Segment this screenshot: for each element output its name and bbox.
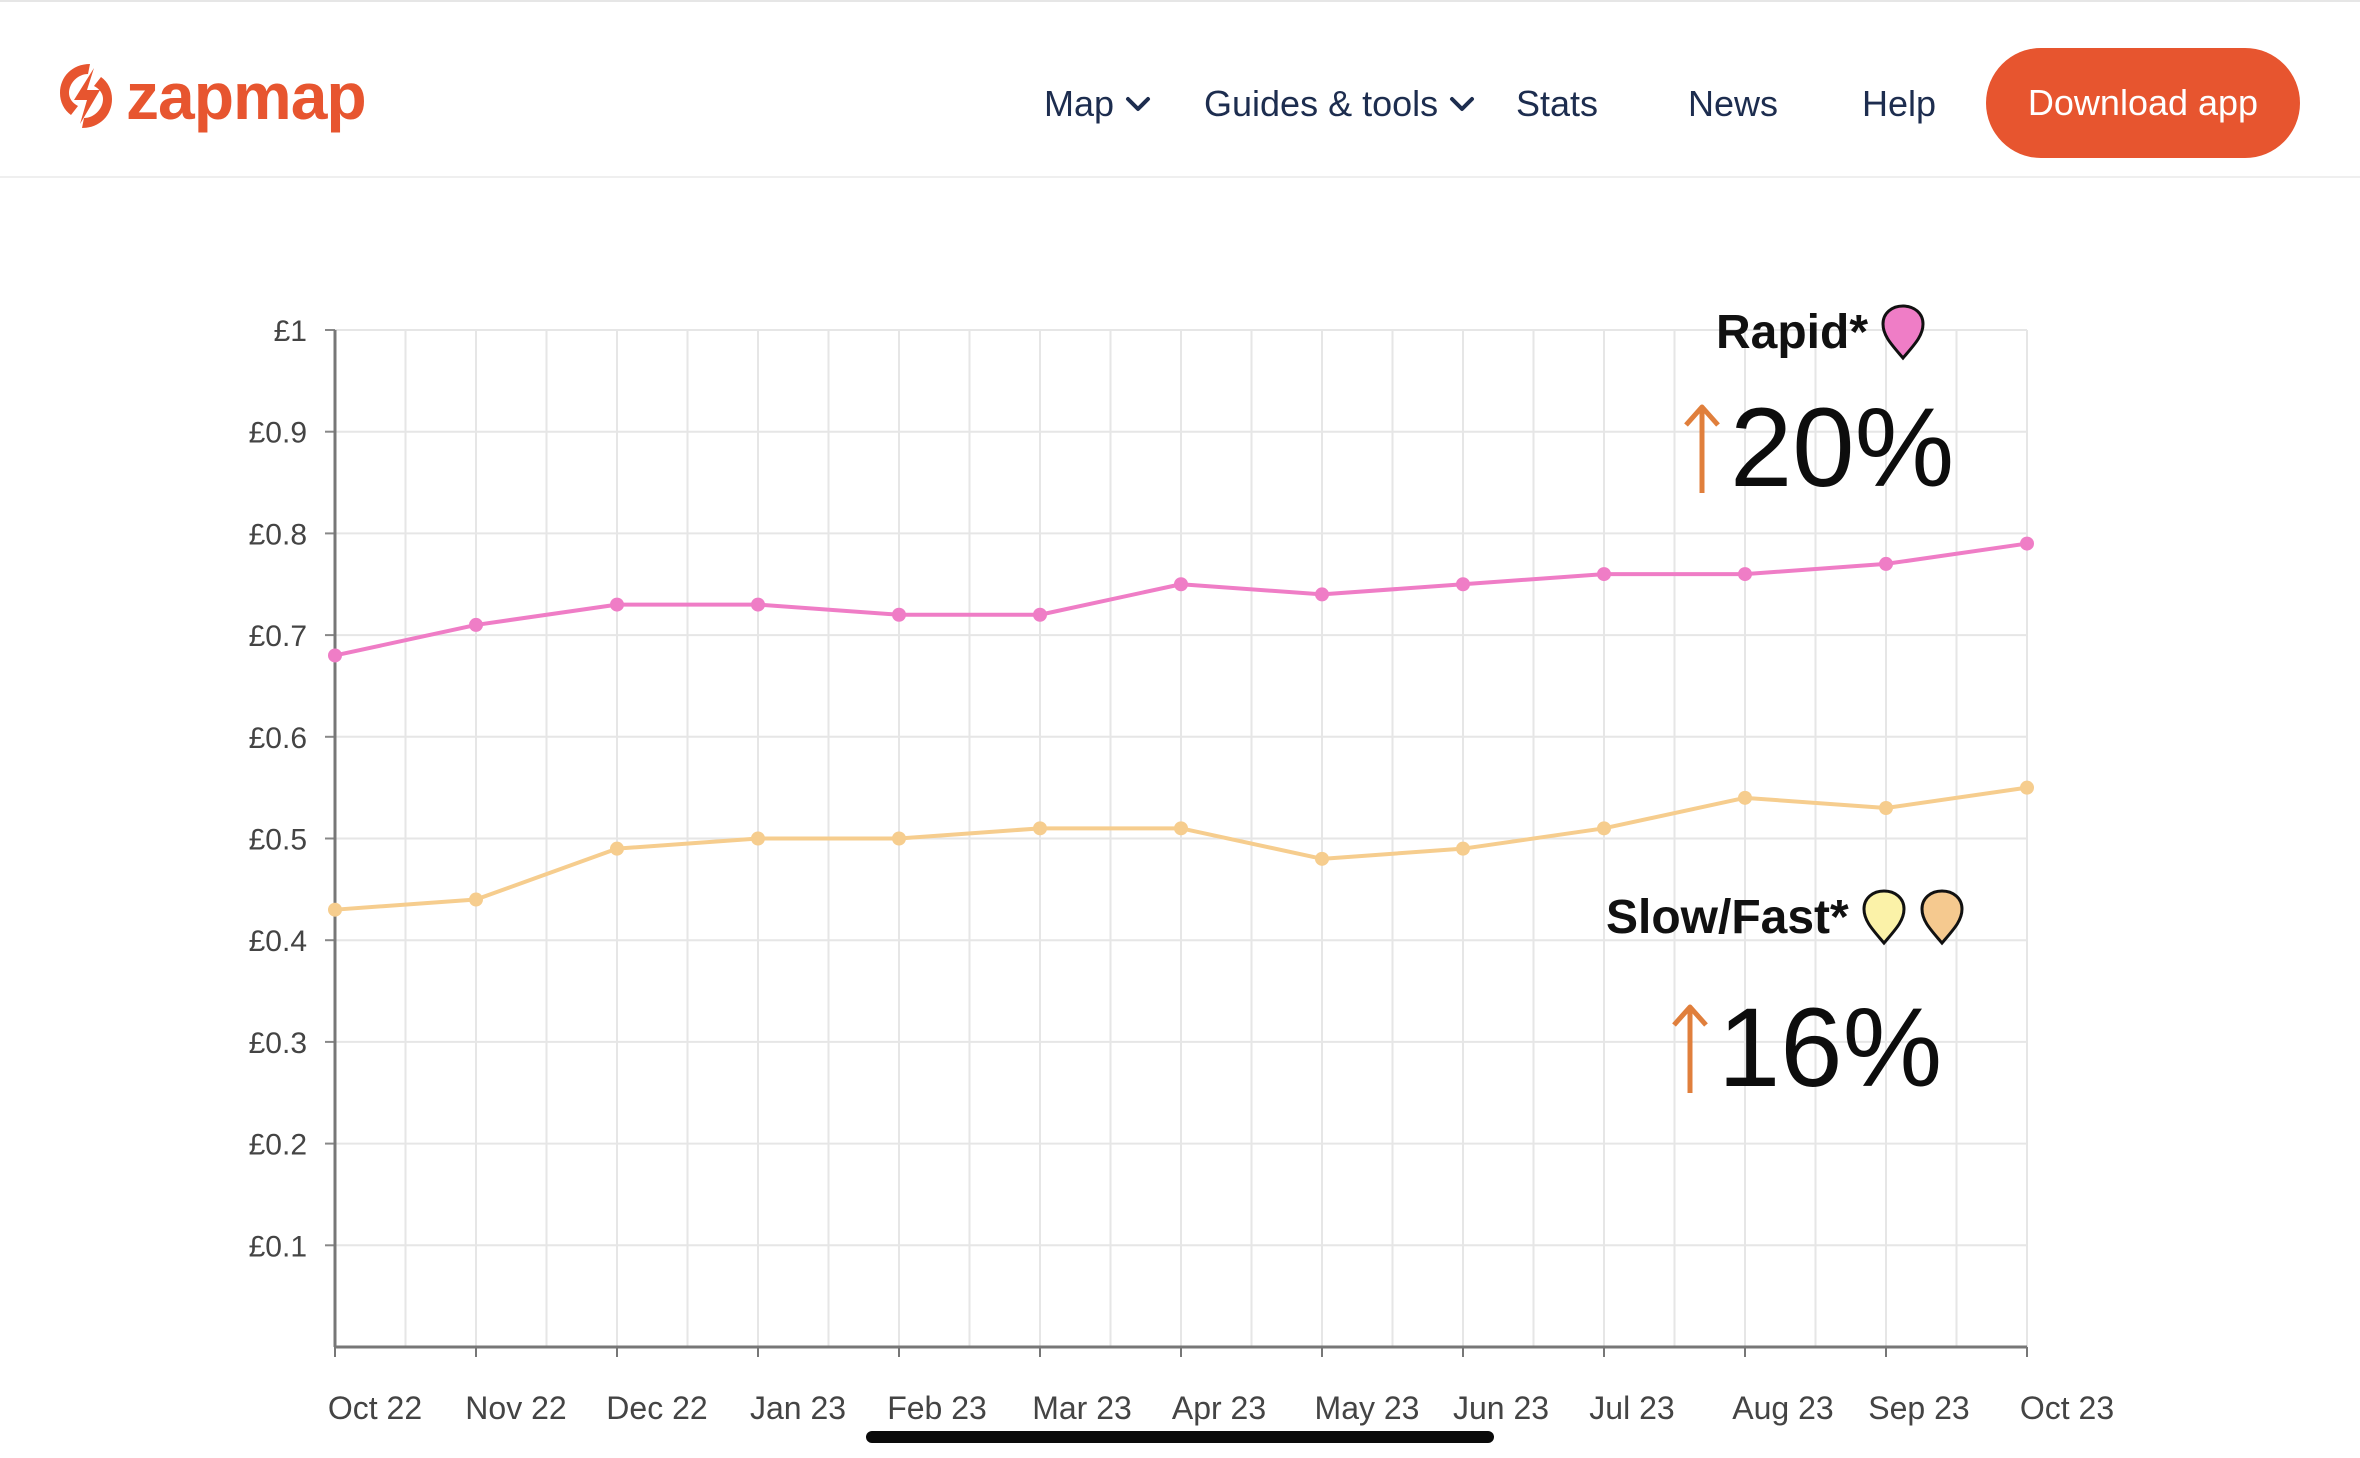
data-point-rapid xyxy=(892,607,906,622)
data-point-rapid xyxy=(751,597,765,612)
data-point-rapid xyxy=(1456,577,1470,592)
data-point-slow-fast xyxy=(610,841,624,856)
data-point-rapid xyxy=(1315,587,1329,602)
logo-text: zapmap xyxy=(126,59,367,133)
x-tick-label: Jan 23 xyxy=(750,1390,846,1426)
slow-fast-label: Slow/Fast* xyxy=(1606,890,1849,944)
rapid-change: 20% xyxy=(1682,392,1954,504)
data-point-slow-fast xyxy=(2020,780,2034,795)
y-tick-label: £0.8 xyxy=(249,518,307,551)
x-tick-label: Jul 23 xyxy=(1589,1390,1674,1426)
arrow-up-icon xyxy=(1672,1004,1708,1093)
slow-fast-change: 16% xyxy=(1670,992,1942,1104)
data-point-rapid xyxy=(1597,567,1611,582)
download-app-button[interactable]: Download app xyxy=(1986,48,2300,158)
y-tick-label: £0.3 xyxy=(249,1027,307,1060)
x-tick-label: Oct 22 xyxy=(328,1390,422,1426)
data-point-rapid xyxy=(1174,577,1188,592)
data-point-slow-fast xyxy=(328,902,342,917)
main-nav: Map Guides & tools Stats News Help xyxy=(0,74,2360,134)
data-point-rapid xyxy=(1738,567,1752,582)
data-point-slow-fast xyxy=(1456,841,1470,856)
rapid-label: Rapid* xyxy=(1716,305,1869,359)
y-tick-label: £0.1 xyxy=(249,1230,307,1263)
rapid-change-value: 20% xyxy=(1730,385,1955,510)
legend-rapid: Rapid* xyxy=(1716,303,1926,361)
nav-stats[interactable]: Stats xyxy=(1516,74,1598,134)
y-tick-label: £0.5 xyxy=(249,824,307,857)
y-tick-label: £0.4 xyxy=(249,925,307,958)
x-tick-label: Apr 23 xyxy=(1172,1390,1266,1426)
y-tick-label: £0.9 xyxy=(249,417,307,450)
x-tick-label: Sep 23 xyxy=(1868,1390,1969,1426)
arrow-up-icon xyxy=(1684,404,1720,493)
pink-pin-icon xyxy=(1881,304,1925,361)
x-tick-label: Aug 23 xyxy=(1732,1390,1833,1426)
data-point-rapid xyxy=(610,597,624,612)
chevron-down-icon xyxy=(1126,97,1151,111)
data-point-slow-fast xyxy=(1315,851,1329,866)
data-point-slow-fast xyxy=(892,831,906,846)
data-point-slow-fast xyxy=(1174,821,1188,836)
nav-help[interactable]: Help xyxy=(1862,74,1936,134)
y-tick-label: £0.2 xyxy=(249,1129,307,1162)
y-tick-label: £0.7 xyxy=(249,620,307,653)
nav-news-label: News xyxy=(1688,83,1779,124)
nav-help-label: Help xyxy=(1862,83,1937,124)
data-point-rapid xyxy=(1879,556,1893,571)
home-indicator xyxy=(866,1431,1494,1443)
data-point-slow-fast xyxy=(1738,790,1752,805)
x-tick-label: Dec 22 xyxy=(606,1390,707,1426)
nav-guides-label: Guides & tools xyxy=(1204,83,1439,124)
top-border xyxy=(0,0,2360,2)
x-tick-label: Feb 23 xyxy=(887,1390,987,1426)
site-header: zapmap Map Guides & tools Stats News Hel… xyxy=(0,2,2360,178)
chevron-down-icon xyxy=(1450,97,1475,111)
nav-map-label: Map xyxy=(1044,83,1115,124)
nav-stats-label: Stats xyxy=(1516,83,1599,124)
data-point-slow-fast xyxy=(1597,821,1611,836)
data-point-rapid xyxy=(2020,536,2034,551)
legend-slow-fast: Slow/Fast* xyxy=(1606,888,1965,946)
yellow-pin-icon xyxy=(1862,889,1906,946)
nav-guides-tools[interactable]: Guides & tools xyxy=(1204,74,1476,134)
data-point-slow-fast xyxy=(469,892,483,907)
lightning-logo-icon xyxy=(60,64,112,128)
data-point-slow-fast xyxy=(1879,800,1893,815)
data-point-slow-fast xyxy=(1033,821,1047,836)
zapmap-logo[interactable]: zapmap xyxy=(56,59,367,133)
x-tick-label: May 23 xyxy=(1315,1390,1420,1426)
slow-fast-change-value: 16% xyxy=(1718,985,1943,1110)
data-point-rapid xyxy=(469,617,483,632)
x-tick-label: Mar 23 xyxy=(1032,1390,1132,1426)
nav-map[interactable]: Map xyxy=(1044,74,1152,134)
nav-news[interactable]: News xyxy=(1688,74,1778,134)
data-point-rapid xyxy=(1033,607,1047,622)
x-tick-label: Jun 23 xyxy=(1453,1390,1549,1426)
orange-pin-icon xyxy=(1920,889,1964,946)
x-tick-label: Nov 22 xyxy=(465,1390,566,1426)
x-tick-label: Oct 23 xyxy=(2020,1390,2114,1426)
data-point-rapid xyxy=(328,648,342,663)
price-chart: £0.1 £0.2 £0.3 £0.4 £0.5 £0.6 £0.7 £0.8 £0.9 £1 Oc… xyxy=(249,315,2115,1426)
y-tick-label: £0.6 xyxy=(249,722,307,755)
data-point-slow-fast xyxy=(751,831,765,846)
y-tick-label: £1 xyxy=(274,315,307,348)
